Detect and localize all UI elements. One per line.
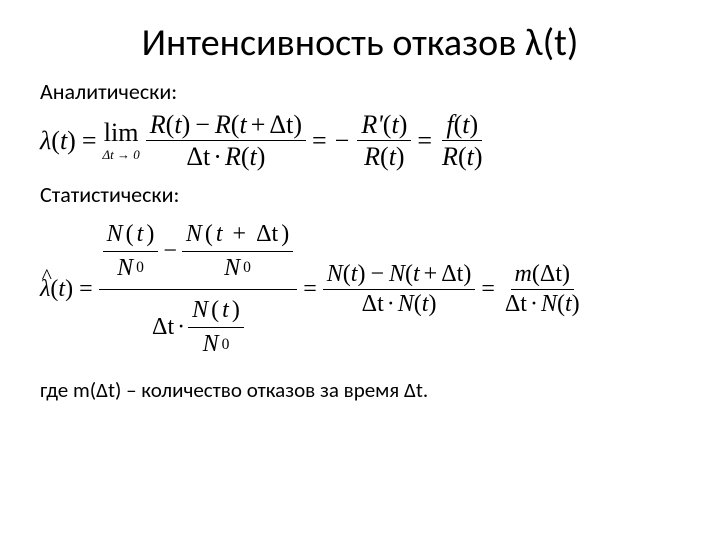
equals-sign: = bbox=[481, 276, 495, 303]
lambda-hat: λ(t) bbox=[40, 276, 73, 303]
fraction-n-diff: N(t) − N(t+Δt) Δt · N(t) bbox=[323, 262, 476, 317]
fraction-inner-2: N(t+Δt) N0 bbox=[182, 218, 293, 285]
fraction-rprime: R'(t) R(t) bbox=[357, 111, 411, 171]
fraction-inner-1: N(t) N0 bbox=[103, 218, 159, 285]
equals-sign: = bbox=[312, 126, 327, 156]
fraction-m: m(Δt) Δt · N(t) bbox=[501, 262, 584, 317]
lambda-symbol: λ(t) bbox=[40, 126, 76, 156]
fraction-limit: R(t) − R(t+Δt) Δt · R(t) bbox=[146, 111, 306, 171]
limit-operator: lim Δt → 0 bbox=[103, 120, 140, 161]
equals-sign: = bbox=[303, 276, 317, 303]
equals-sign: = bbox=[417, 126, 432, 156]
equation-analytic: λ(t) = lim Δt → 0 R(t) − R(t+Δt) Δt · R(… bbox=[40, 111, 680, 171]
minus-sign: − bbox=[333, 126, 352, 156]
equals-sign: = bbox=[79, 276, 93, 303]
label-analytic: Аналитически: bbox=[40, 78, 680, 105]
slide-title: Интенсивность отказов λ(t) bbox=[40, 20, 680, 66]
equation-statistic: λ(t) = N(t) N0 − N(t+Δt) N0 Δt · N(t) N0 bbox=[40, 214, 680, 366]
fraction-nested: N(t) N0 − N(t+Δt) N0 Δt · N(t) N0 bbox=[99, 214, 298, 366]
fraction-inner-3: N(t) N0 bbox=[188, 294, 244, 361]
footer-note: где m(Δt) – количество отказов за время … bbox=[40, 377, 680, 403]
slide: Интенсивность отказов λ(t) Аналитически:… bbox=[0, 0, 720, 540]
label-statistic: Статистически: bbox=[40, 181, 680, 208]
fraction-f-over-r: f(t) R(t) bbox=[438, 111, 486, 171]
equals-sign: = bbox=[82, 126, 97, 156]
